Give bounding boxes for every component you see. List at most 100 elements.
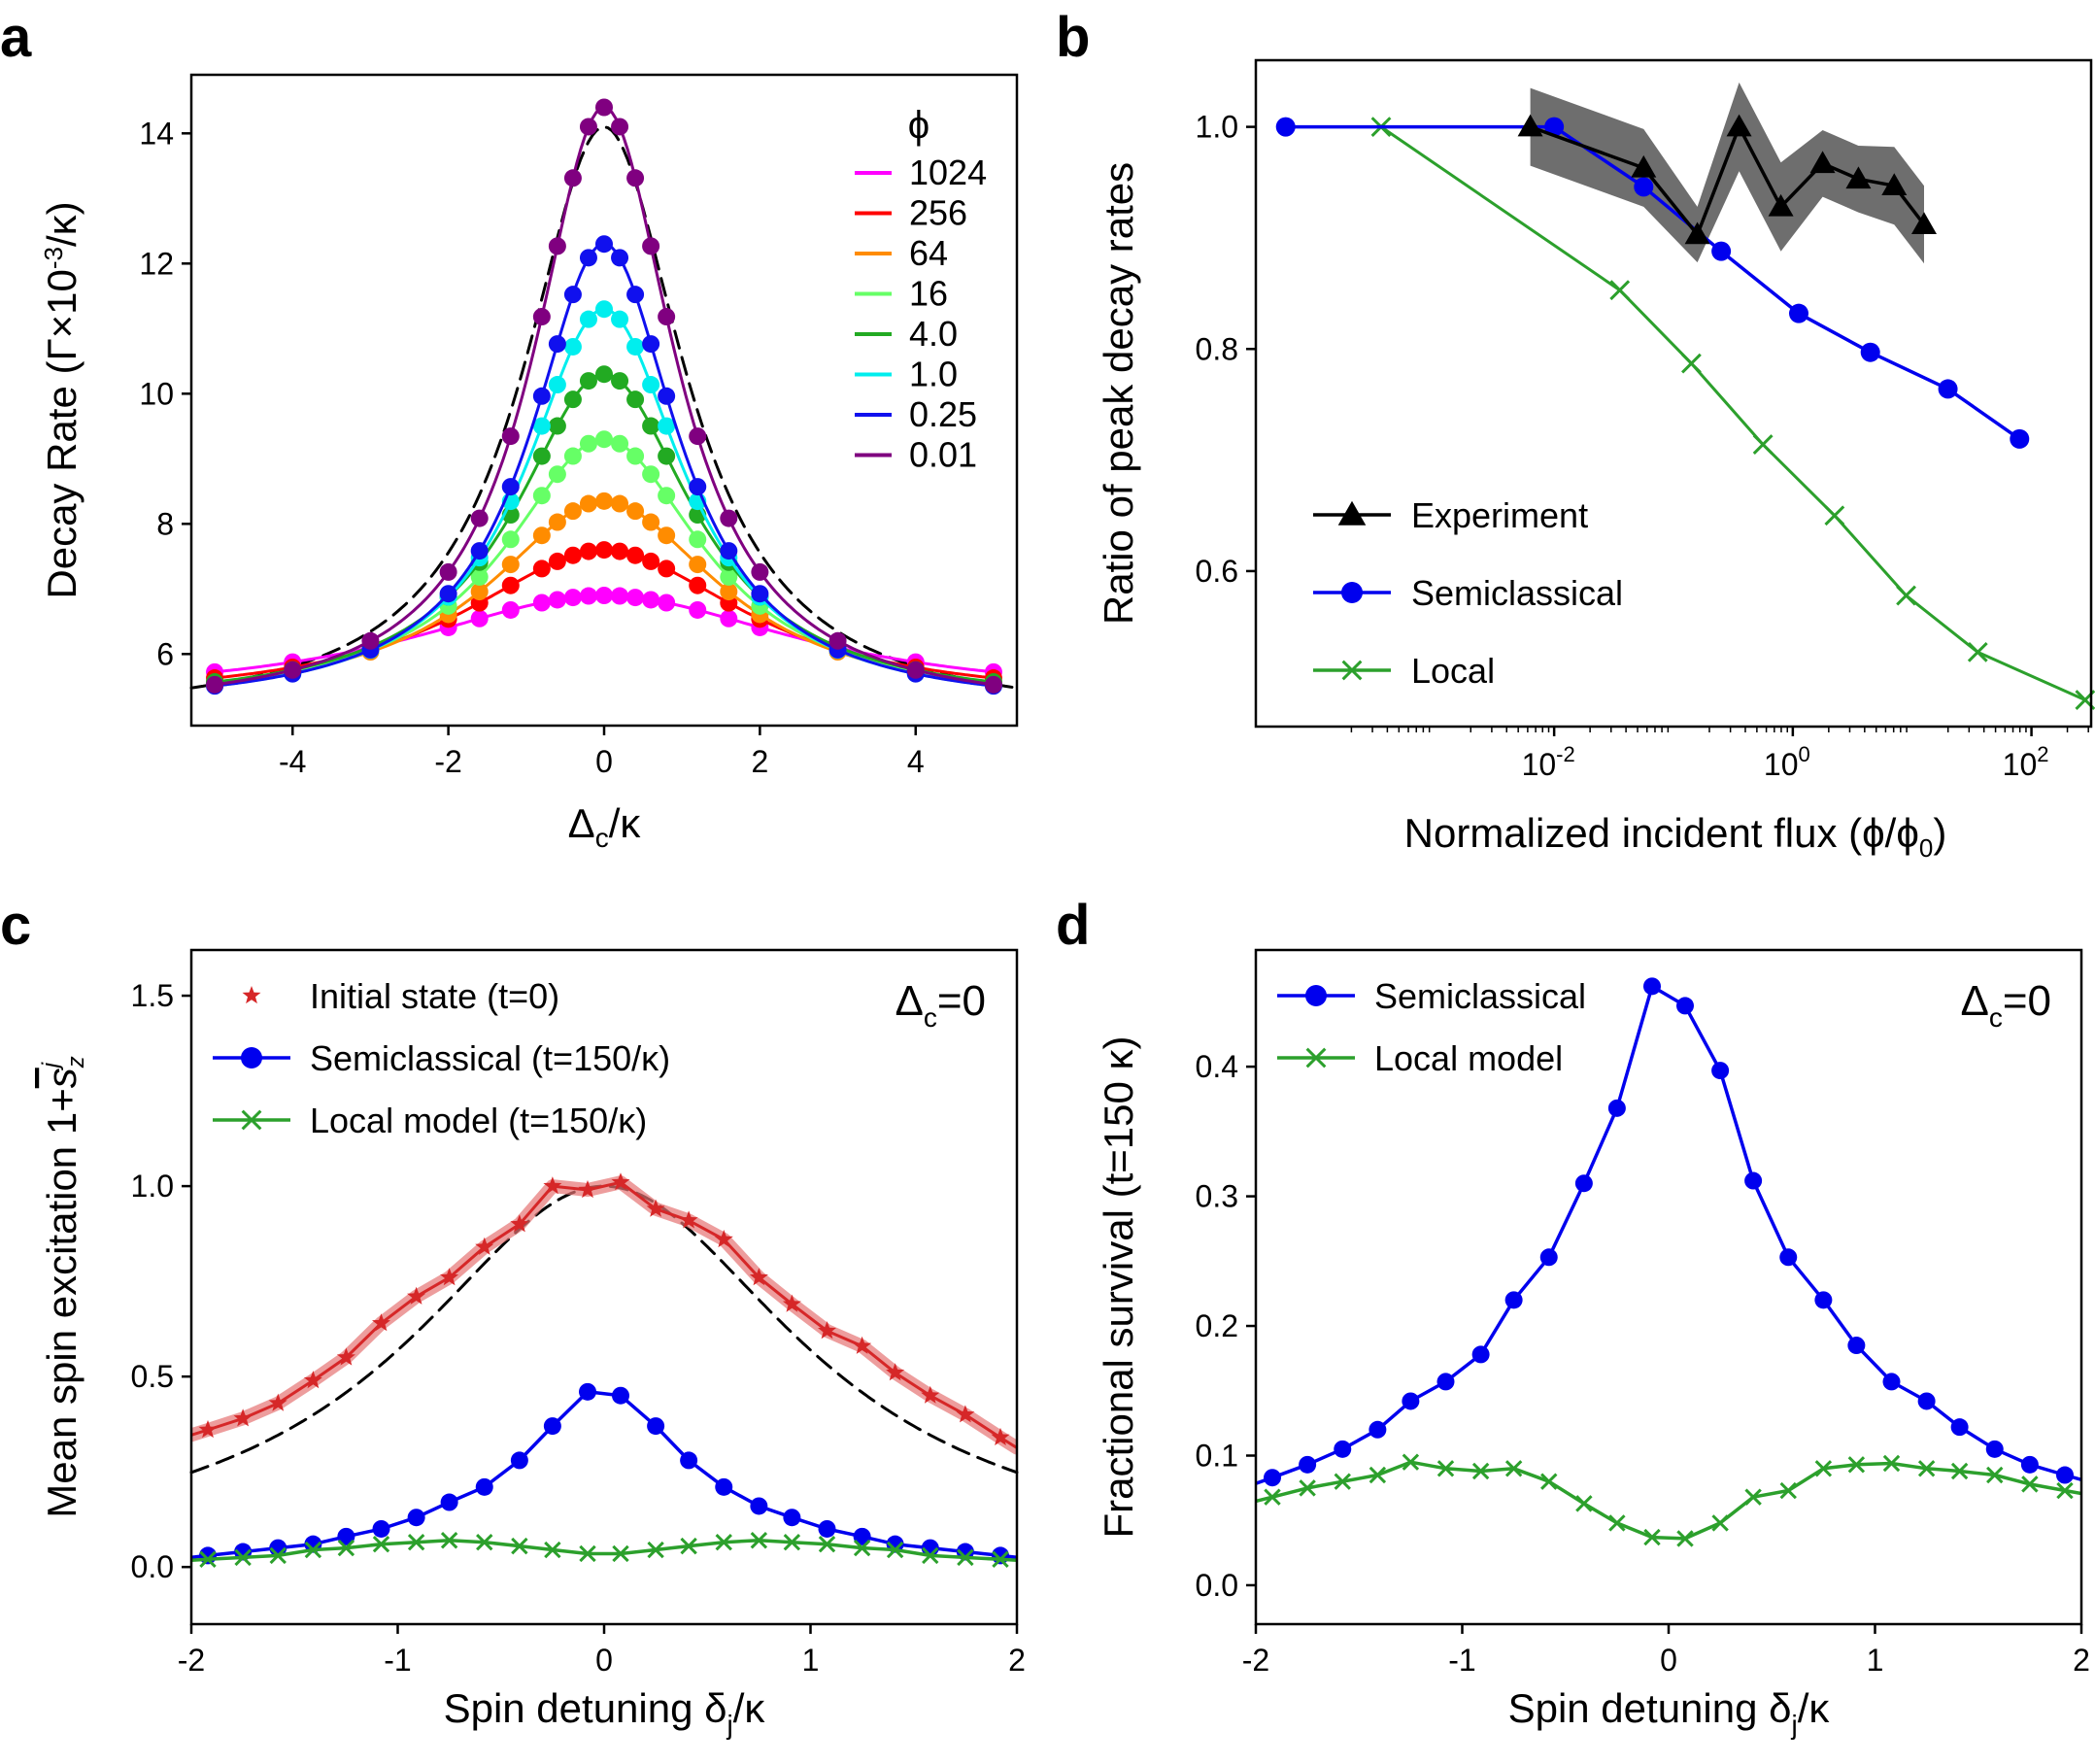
data-point: [1504, 1291, 1523, 1309]
data-point: [750, 1497, 768, 1515]
data-point: [611, 372, 629, 390]
data-point: [611, 494, 629, 513]
d-ytick-label: 0.3: [1196, 1179, 1238, 1214]
data-point-local: [1967, 641, 1988, 662]
d-xtick-label: 1: [1867, 1643, 1884, 1678]
data-point-local: [1609, 280, 1631, 301]
data-point: [783, 1533, 801, 1551]
data-point: [501, 427, 520, 446]
series-line-semiclassical: [1283, 124, 2022, 441]
data-point: [720, 542, 738, 560]
data-point: [921, 1385, 940, 1404]
data-point: [1643, 1528, 1661, 1546]
c-xtick-label: 1: [802, 1643, 820, 1678]
y-axis-label-d: Fractional survival (t=150 κ): [1096, 1035, 1141, 1538]
data-point: [501, 576, 520, 594]
c-xtick-label: -2: [178, 1643, 205, 1678]
data-point: [720, 509, 738, 527]
data-point: [658, 417, 676, 435]
data-point: [563, 447, 582, 465]
data-point: [1264, 1469, 1281, 1487]
data-point: [1334, 1440, 1352, 1458]
data-point: [612, 1544, 629, 1563]
data-point: [1264, 1488, 1281, 1506]
data-point: [689, 576, 707, 594]
data-point: [1985, 1440, 2004, 1458]
data-point-semiclassical: [1275, 117, 1296, 137]
legend-title-a: ϕ: [908, 104, 929, 147]
data-point: [337, 1527, 355, 1545]
legend-label: 16: [909, 274, 948, 314]
legend-label: 64: [909, 233, 948, 273]
data-point: [1917, 1392, 1936, 1410]
data-point-experiment: [1684, 221, 1710, 245]
b-ytick-label: 1.0: [1196, 110, 1238, 145]
data-point: [680, 1537, 697, 1555]
data-point: [501, 556, 520, 574]
data-point: [2021, 1476, 2039, 1493]
data-point: [476, 1533, 493, 1551]
data-point: [642, 513, 660, 531]
data-point: [501, 600, 520, 619]
data-point: [439, 562, 457, 581]
plot-frame-a: [189, 73, 1019, 728]
data-point: [579, 587, 597, 605]
legend-marker: [242, 986, 261, 1004]
data-point: [1847, 1337, 1866, 1355]
data-point: [642, 237, 660, 255]
legend-label: 256: [909, 193, 967, 233]
panel-a: a -4 -2 0 2 4 6 8 10 12 14 Δc/κ Decay Rate (Γ×10-…: [0, 6, 1019, 853]
panel-label-d: d: [1056, 894, 1090, 957]
data-point: [511, 1537, 528, 1555]
data-point-experiment: [1631, 154, 1657, 178]
data-point: [532, 308, 551, 326]
data-point: [626, 502, 645, 521]
data-point: [548, 237, 566, 255]
d-xtick-label: -2: [1242, 1643, 1269, 1678]
data-point: [1643, 977, 1661, 996]
b-xtick-label: 100: [1764, 742, 1810, 782]
data-point: [611, 310, 629, 328]
data-point: [579, 542, 597, 560]
a-xtick-label: -4: [279, 744, 306, 779]
d-xtick-label: 0: [1660, 1643, 1677, 1678]
data-point: [1574, 1174, 1593, 1193]
data-point: [1882, 1373, 1901, 1391]
data-point: [372, 1313, 390, 1332]
data-point: [233, 1408, 253, 1427]
data-point: [626, 546, 645, 564]
data-point: [720, 567, 738, 586]
series-group: [1256, 977, 2081, 1547]
reference-curve: [189, 1184, 1019, 1475]
data-point: [532, 387, 551, 405]
data-point: [475, 1477, 493, 1496]
c-ytick-label: 0.0: [131, 1549, 174, 1584]
data-point: [1711, 1062, 1730, 1080]
data-point: [284, 661, 302, 679]
data-point-local: [1752, 434, 1774, 456]
data-point: [1607, 1099, 1626, 1117]
legend-label: Experiment: [1411, 495, 1588, 535]
legend-label: 4.0: [909, 314, 958, 354]
d-ytick-label: 0.1: [1196, 1439, 1238, 1474]
data-point-semiclassical: [1789, 303, 1808, 323]
data-point: [611, 587, 629, 605]
data-point: [720, 583, 738, 601]
data-point-experiment: [1911, 212, 1937, 234]
data-point: [626, 337, 645, 356]
x-axis-label-a: Δc/κ: [568, 800, 642, 853]
data-point: [642, 465, 660, 484]
data-point: [269, 1546, 287, 1565]
data-point: [1540, 1473, 1558, 1490]
data-point: [595, 235, 613, 254]
legend-label: Semiclassical (t=150/κ): [310, 1038, 670, 1078]
data-point: [1436, 1373, 1455, 1391]
data-point: [751, 562, 769, 581]
data-point: [1676, 997, 1694, 1015]
a-xtick-label: 0: [595, 744, 613, 779]
data-point-local: [1896, 585, 1916, 606]
data-point: [548, 335, 566, 354]
y-axis-label-c: Mean spin excitation 1+szj: [38, 1056, 89, 1517]
data-point: [818, 1321, 836, 1340]
panel-d: d -2 -1 0 1 2 0.0 0.1 0.2 0.3 0.4 Spin detuning δ…: [1056, 894, 2090, 1740]
